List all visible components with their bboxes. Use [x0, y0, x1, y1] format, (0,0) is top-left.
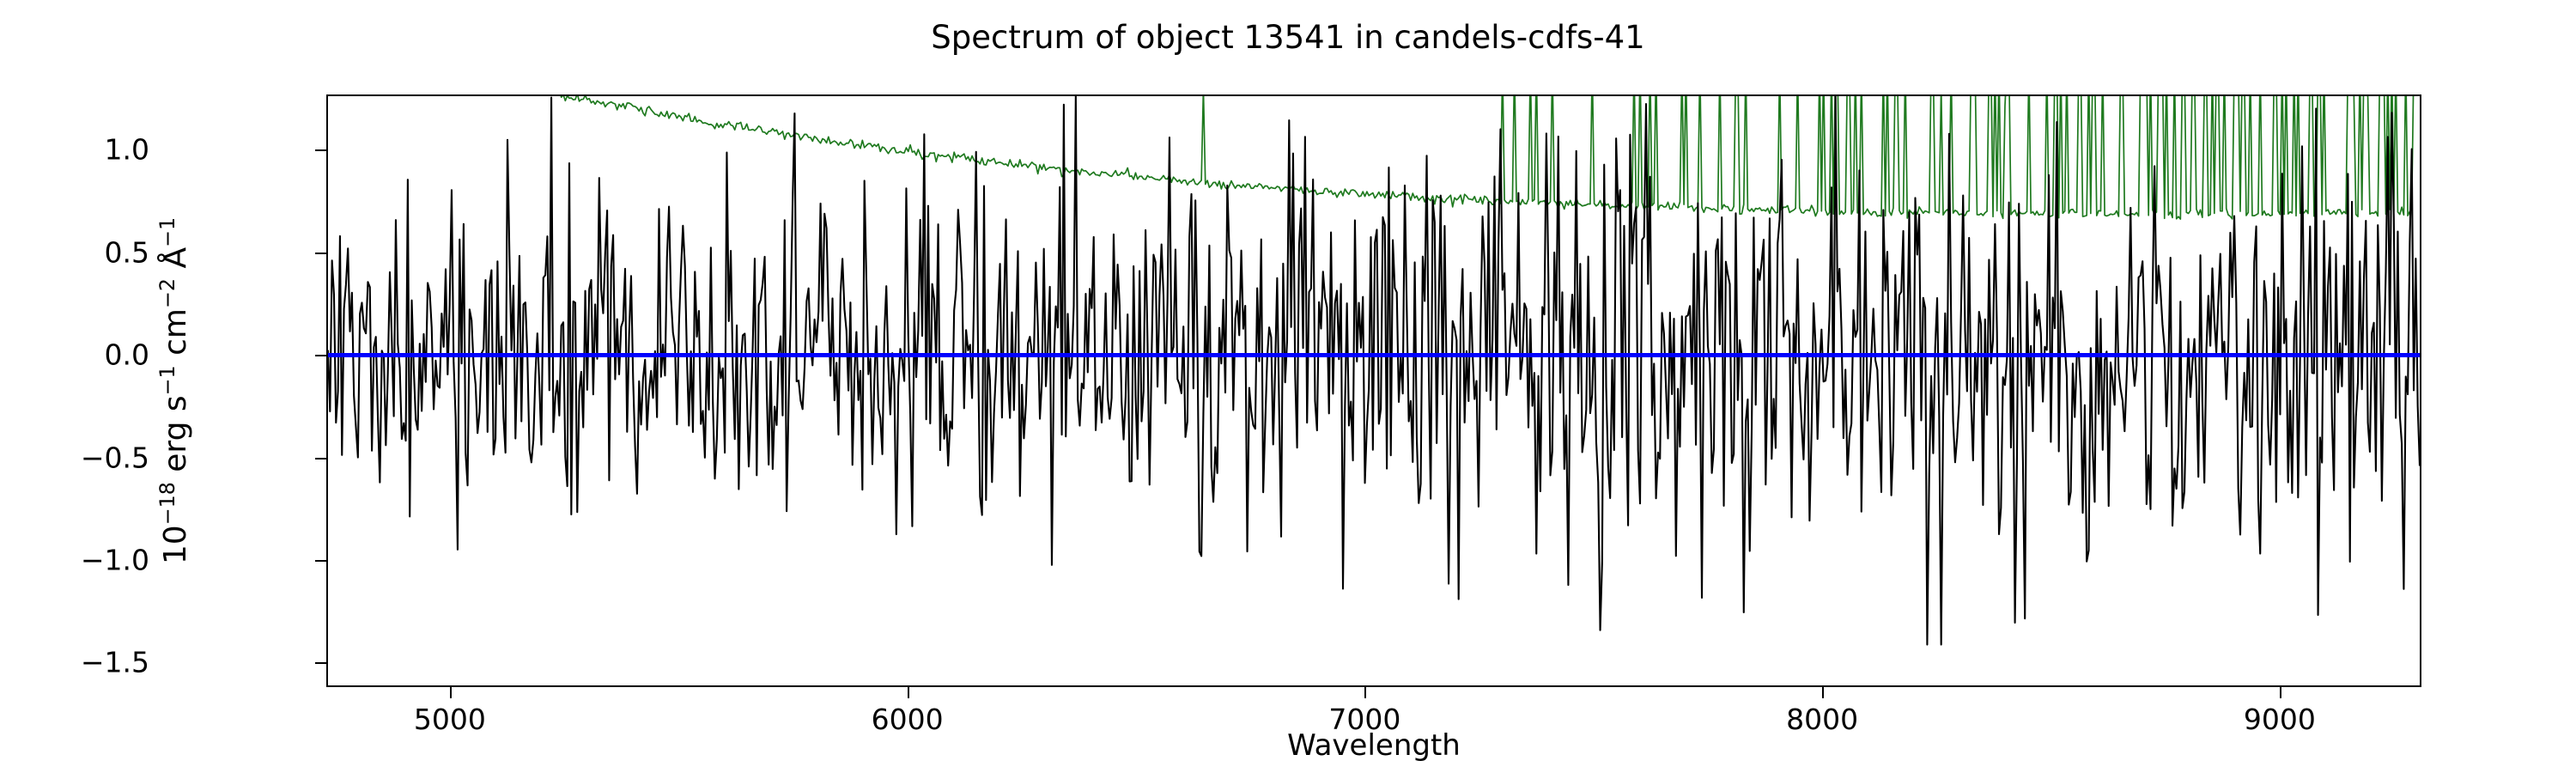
y-axis-exponent-cm: −2 [155, 278, 179, 309]
y-axis-tick-mark [315, 457, 326, 460]
x-axis-tick-label: 5000 [413, 703, 486, 736]
y-axis-exponent-s: −1 [155, 365, 179, 396]
error-series [328, 96, 2420, 219]
x-axis-label: Wavelength [1287, 728, 1461, 763]
y-axis-exponent-angstrom: −1 [155, 216, 179, 247]
x-axis-tick-mark [1364, 687, 1367, 698]
y-axis-tick-mark [315, 355, 326, 357]
y-axis-exponent: −18 [155, 482, 179, 526]
spectrum-plot [328, 96, 2420, 685]
x-axis-tick-label: 6000 [871, 703, 944, 736]
y-axis-tick-mark [315, 149, 326, 152]
y-axis-tick-label: 0.0 [104, 338, 149, 372]
y-axis-label-text: 10−18 erg s−1 cm−2 Å−1 [155, 216, 193, 565]
y-axis-tick-label: −1.0 [80, 543, 149, 577]
y-axis-tick-label: 0.5 [104, 235, 149, 270]
x-axis-tick-mark [1822, 687, 1825, 698]
x-axis-tick-label: 9000 [2243, 703, 2316, 736]
x-axis-tick-label: 7000 [1328, 703, 1401, 736]
y-axis-tick-mark [315, 252, 326, 254]
x-axis-tick-label: 8000 [1786, 703, 1859, 736]
plot-area [326, 94, 2421, 687]
x-axis-tick-mark [907, 687, 909, 698]
y-axis-tick-label: −1.5 [80, 645, 149, 679]
y-axis-tick-mark [315, 662, 326, 665]
x-axis-tick-mark [449, 687, 452, 698]
page-title: Spectrum of object 13541 in candels-cdfs… [931, 19, 1645, 56]
y-axis-label: 10−18 erg s−1 cm−2 Å−1 [150, 94, 202, 687]
x-axis-tick-mark [2279, 687, 2281, 698]
y-axis-tick-label: 1.0 [104, 132, 149, 167]
y-axis-tick-label: −0.5 [80, 441, 149, 475]
y-axis-tick-mark [315, 559, 326, 562]
flux-series [328, 96, 2420, 645]
